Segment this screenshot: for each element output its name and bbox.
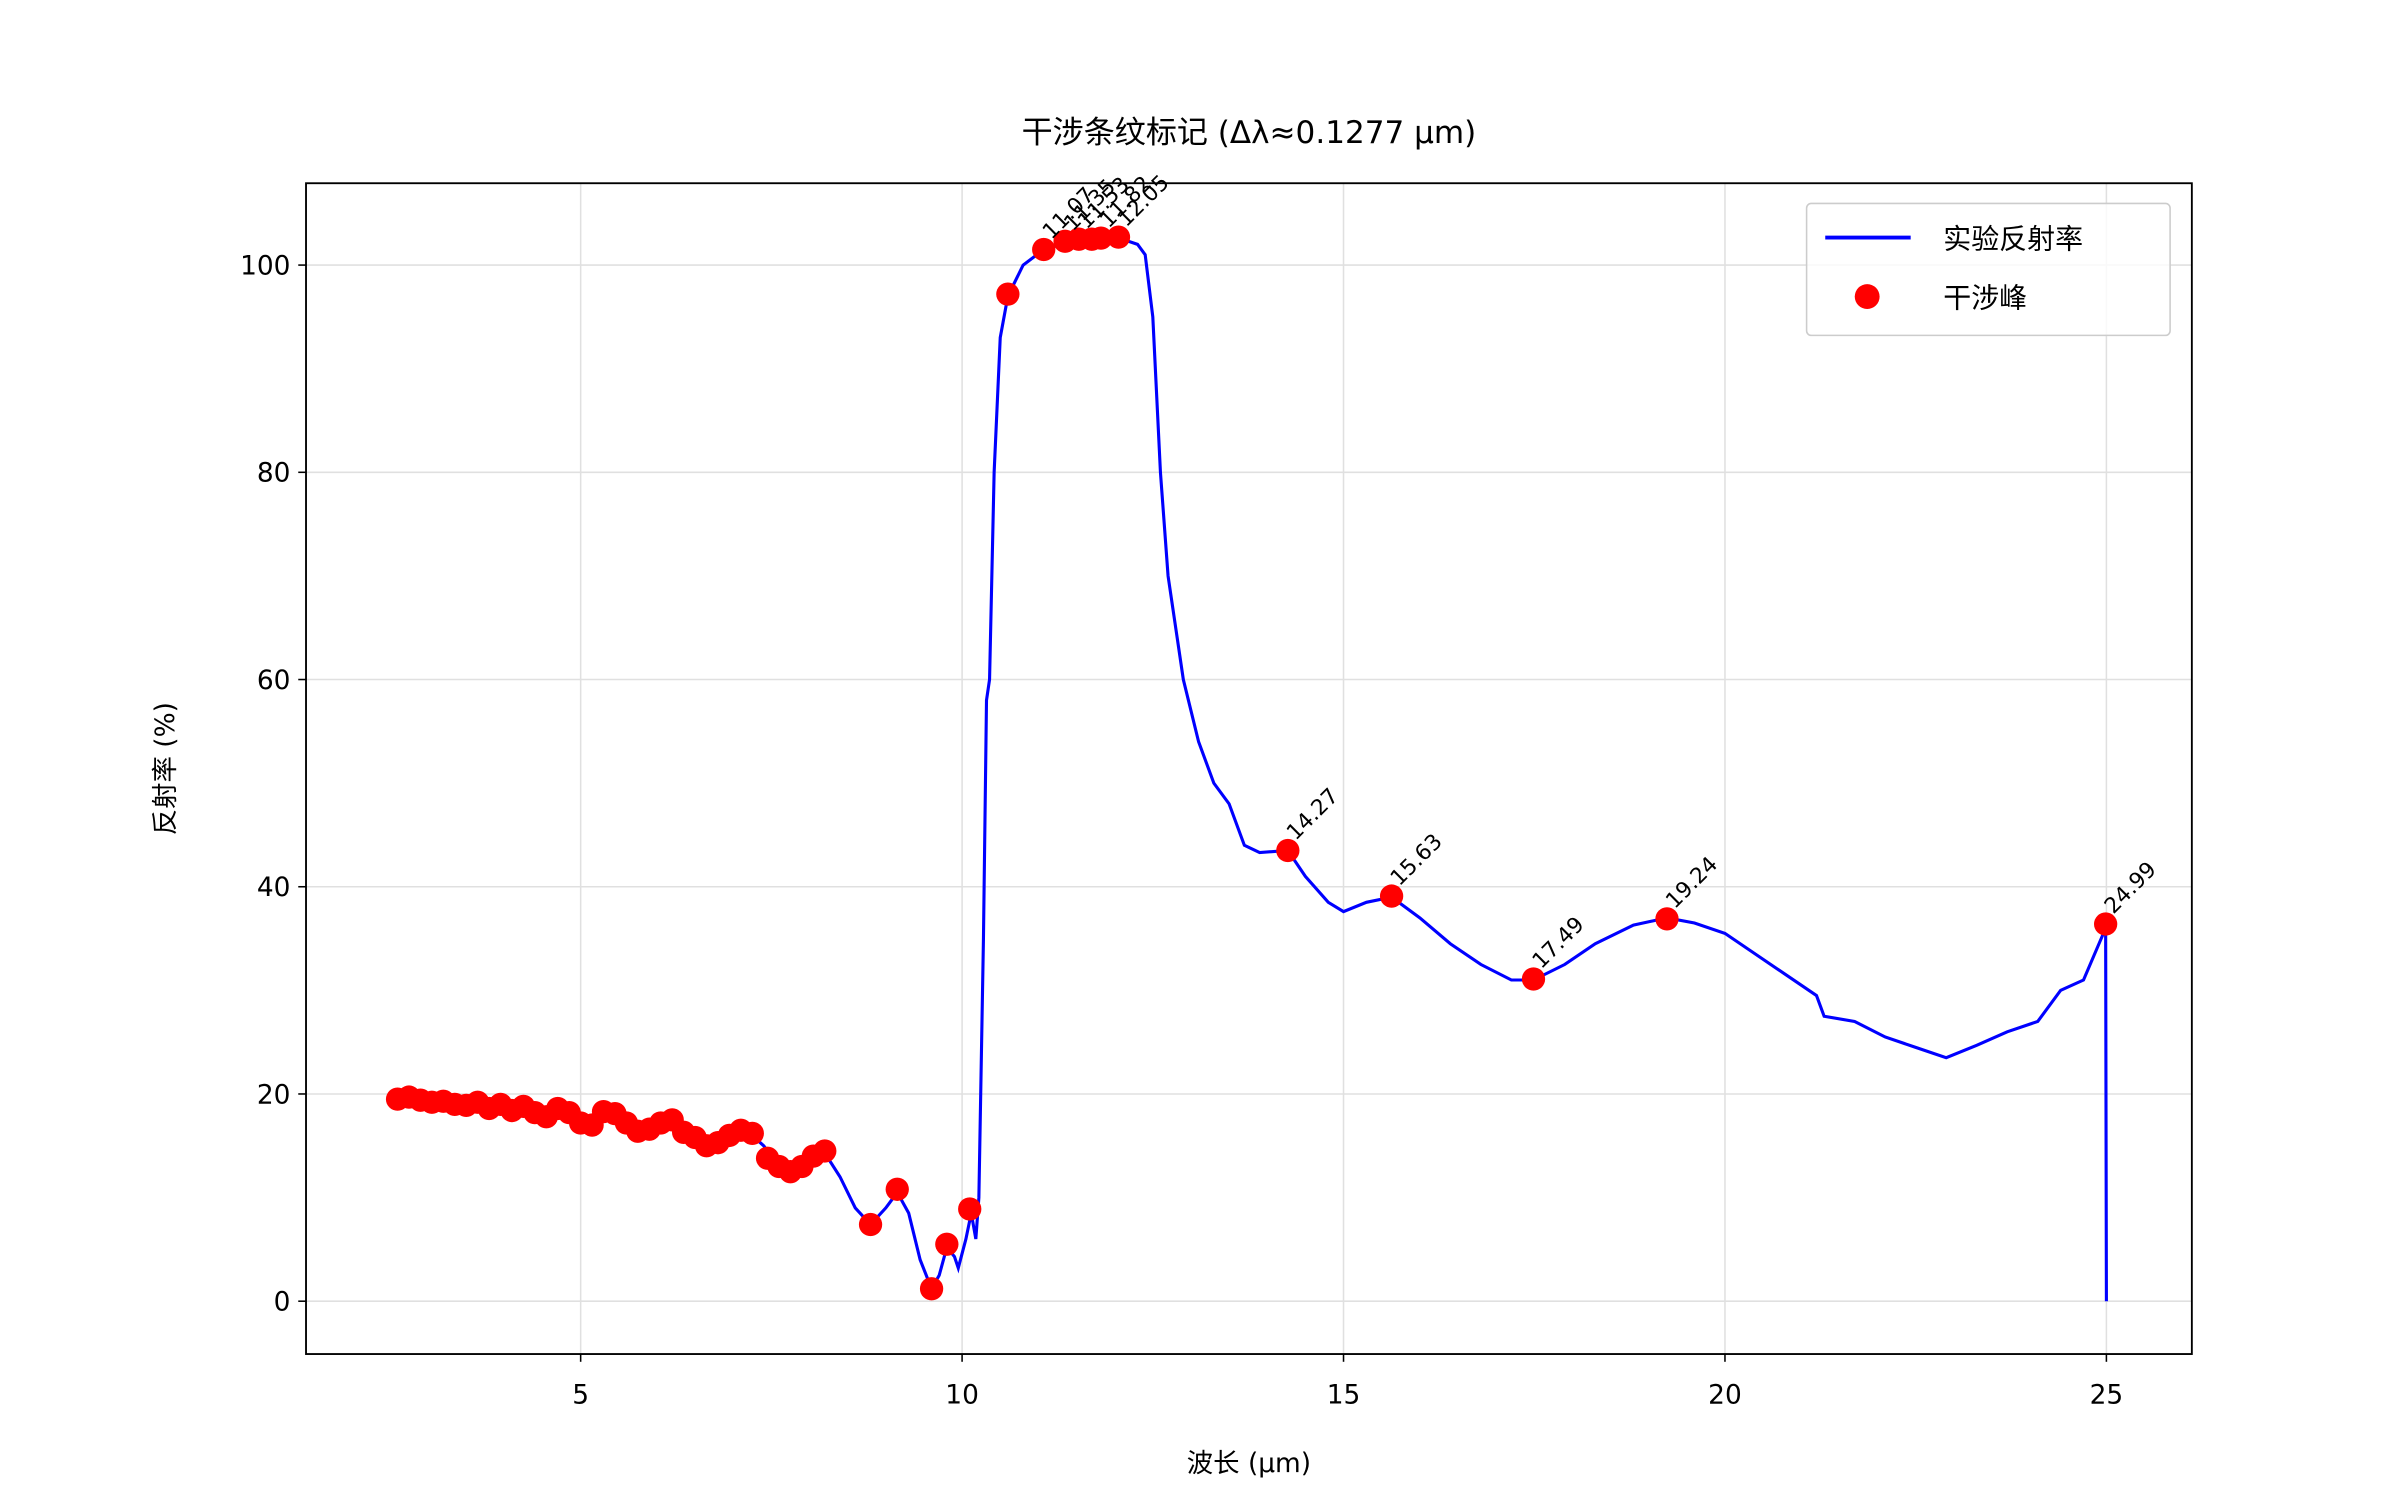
peak-point [1655,907,1679,931]
y-tick-label: 100 [240,250,290,281]
data-line [396,237,2108,1302]
peak-label: 19.24 [1661,852,1723,914]
peak-label: 14.27 [1282,784,1344,846]
peak-label: 15.63 [1386,829,1448,891]
peak-point [996,282,1020,306]
peak-label: 24.99 [2100,857,2162,919]
peak-point [1106,225,1131,249]
peak-point [813,1139,837,1163]
peak-point [1089,226,1113,250]
peak-point [858,1212,883,1237]
peak-point [2093,912,2118,936]
peak-point [935,1232,959,1256]
peak-point [1521,967,1546,991]
peak-label: 17.49 [1528,912,1590,974]
chart-title: 干涉条纹标记 (Δλ≈0.1277 μm) [1022,115,1477,151]
x-tick-label: 5 [572,1380,589,1411]
y-tick-label: 40 [257,872,291,903]
plot-frame [305,182,2193,1355]
x-tick-label: 25 [2090,1380,2124,1411]
x-tick-label: 20 [1708,1380,1742,1411]
peak-point [1379,884,1404,908]
x-tick-label: 15 [1327,1380,1361,1411]
y-tick-label: 80 [257,458,291,489]
peak-point [1276,838,1300,863]
legend-marker [1854,284,1880,310]
peak-point [885,1177,909,1201]
x-axis-label: 波长 (μm) [1187,1448,1311,1479]
legend-label: 干涉峰 [1943,281,2027,314]
peak-point [919,1277,944,1301]
y-tick-label: 20 [257,1079,291,1110]
peak-point [958,1197,982,1221]
y-tick-label: 0 [274,1287,291,1318]
peak-point [1032,237,1056,262]
y-axis-label: 反射率 (%) [150,702,181,835]
y-tick-label: 60 [257,665,291,696]
peak-point [740,1121,764,1145]
x-tick-label: 10 [945,1380,979,1411]
legend-label: 实验反射率 [1943,222,2083,255]
